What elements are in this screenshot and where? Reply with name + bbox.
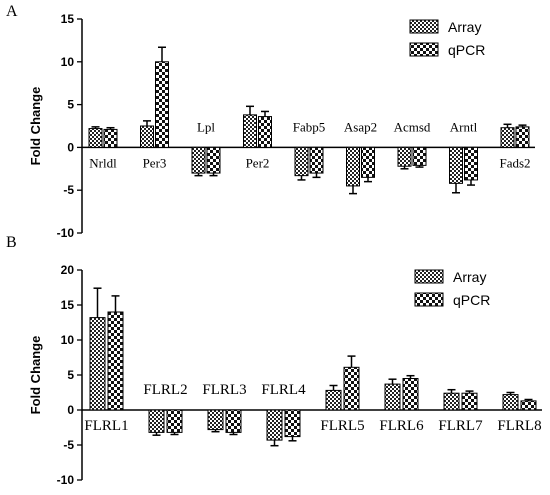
y-tick-label: 15 <box>61 298 75 312</box>
category-label: Fabp5 <box>293 119 326 134</box>
chart-panel-a: A 15 10 5 0 -5 -10 Fold Change Nrldl Per3 Lpl Per2 F… <box>6 3 535 240</box>
bar-qpcr <box>284 409 301 438</box>
y-tick-label: 10 <box>61 55 75 69</box>
bar-qpcr <box>107 311 124 411</box>
legend-swatch-qpcr <box>414 292 444 307</box>
legend-label: qPCR <box>448 42 485 58</box>
category-label: Per3 <box>143 155 167 170</box>
legend-swatch-qpcr <box>409 42 439 57</box>
category-label: Acmsd <box>394 119 431 134</box>
bar-qpcr <box>343 366 360 411</box>
category-label: Nrldl <box>89 155 117 170</box>
bar-array <box>207 409 224 431</box>
category-label: FLRL4 <box>261 382 306 398</box>
category-label: FLRL5 <box>320 418 364 434</box>
y-tick-label: -10 <box>57 226 75 240</box>
legend-label: Array <box>448 19 481 35</box>
bar-qpcr <box>166 409 183 433</box>
bar-qpcr <box>412 146 427 166</box>
y-tick-label: 10 <box>61 333 75 347</box>
y-tick-label: 15 <box>61 12 75 26</box>
bar-array <box>140 125 154 148</box>
bar-array <box>191 146 206 174</box>
bar-qpcr <box>402 378 419 411</box>
bar-array <box>148 409 165 433</box>
bar-array <box>294 146 309 177</box>
bar-qpcr <box>155 61 169 148</box>
panel-label: A <box>6 3 18 20</box>
category-label: Asap2 <box>344 119 377 134</box>
legend-swatch-array <box>409 19 439 34</box>
bar-qpcr <box>361 146 375 178</box>
y-tick-label: -10 <box>57 473 75 487</box>
legend-label: Array <box>453 269 486 285</box>
bar-array <box>397 146 412 167</box>
bar-qpcr <box>225 409 242 433</box>
category-label: FLRL1 <box>84 418 128 434</box>
bar-array <box>88 128 103 148</box>
bar-array <box>243 114 257 148</box>
category-label: FLRL3 <box>202 382 246 398</box>
category-label: FLRL7 <box>438 418 483 434</box>
bar-array <box>449 146 463 184</box>
y-tick-label: 0 <box>67 140 74 154</box>
bar-qpcr <box>103 128 118 148</box>
category-label: FLRL6 <box>379 418 424 434</box>
y-axis-label: Fold Change <box>28 336 43 415</box>
bar-array <box>384 383 401 411</box>
y-tick-label: 0 <box>67 403 74 417</box>
category-label: FLRL2 <box>143 382 187 398</box>
y-tick-label: 5 <box>67 368 74 382</box>
bar-qpcr <box>206 146 221 174</box>
bar-array <box>346 146 360 187</box>
bar-array <box>500 127 515 148</box>
bar-qpcr <box>309 146 324 174</box>
bar-array <box>89 317 106 411</box>
bar-array <box>266 409 283 441</box>
y-tick-label: 20 <box>61 263 75 277</box>
category-label: FLRL8 <box>497 418 541 434</box>
legend-label: qPCR <box>453 292 490 308</box>
bar-array <box>502 394 519 411</box>
y-tick-label: -5 <box>63 438 74 452</box>
category-label: Lpl <box>197 119 215 134</box>
category-label: Arntl <box>450 119 478 134</box>
bar-array <box>443 392 460 411</box>
bar-qpcr <box>258 116 272 148</box>
category-label: Fads2 <box>499 155 530 170</box>
chart-panel-b: B 20 15 10 5 0 -5 -10 Fold Change FLRL1 FLRL2 FLRL3… <box>6 234 542 487</box>
category-label: Per2 <box>246 155 270 170</box>
bar-array <box>325 389 342 411</box>
bar-qpcr <box>464 146 478 181</box>
y-axis-label: Fold Change <box>28 87 43 166</box>
bar-qpcr <box>515 126 530 148</box>
panel-label: B <box>6 234 17 251</box>
y-tick-label: 5 <box>67 98 74 112</box>
bar-qpcr <box>520 400 537 411</box>
y-tick-label: -5 <box>63 183 74 197</box>
legend-swatch-array <box>414 269 444 284</box>
bar-qpcr <box>461 392 478 411</box>
